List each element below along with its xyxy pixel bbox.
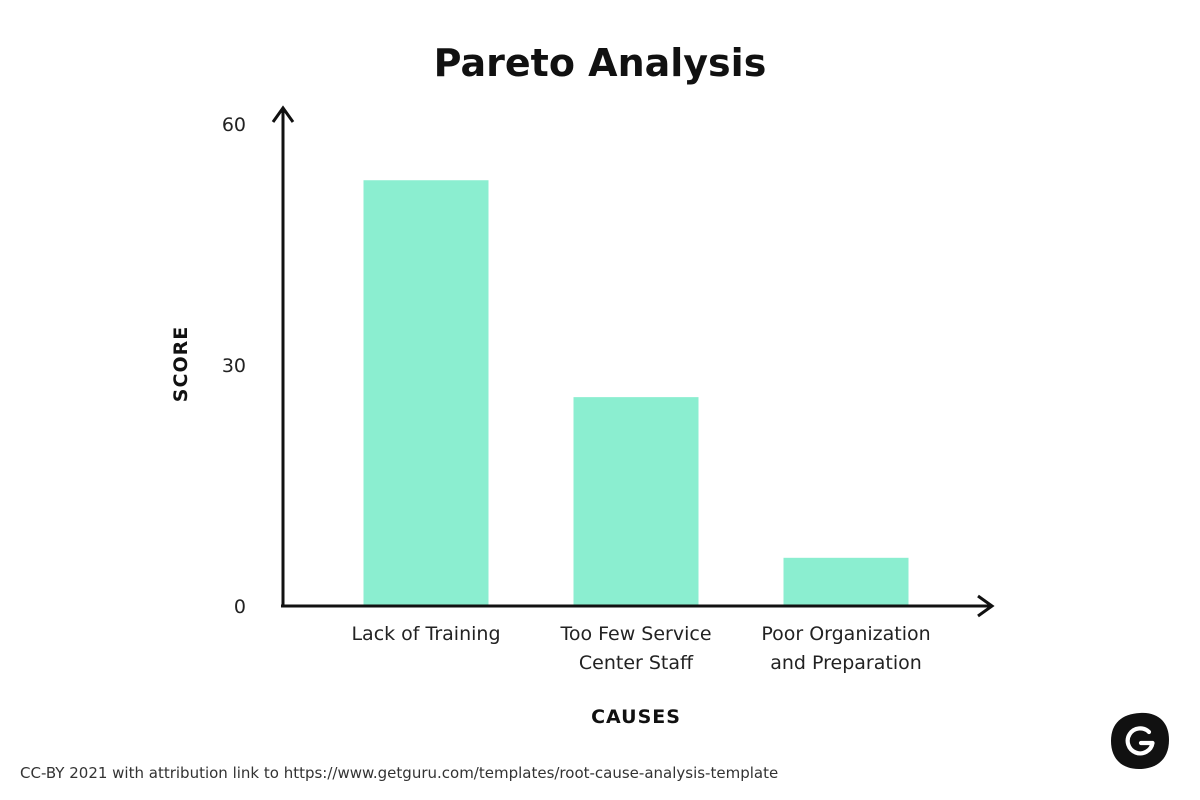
y-tick-label-2: 60 xyxy=(222,114,246,136)
bars-layer xyxy=(363,180,909,606)
attribution-footer: CC-BY 2021 with attribution link to http… xyxy=(20,764,779,782)
category-label-0: Lack of Training xyxy=(351,623,500,645)
y-ticks-layer: 0 30 60 xyxy=(222,114,246,618)
guru-logo-icon xyxy=(1111,712,1169,769)
x-axis-title: CAUSES xyxy=(591,706,681,728)
category-labels-layer: Lack of Training Too Few Service Center St… xyxy=(351,623,930,674)
x-axis-arrow xyxy=(977,594,995,618)
category-label-1: Too Few Service Center Staff xyxy=(559,623,711,674)
bar-1 xyxy=(573,397,699,606)
axes-layer xyxy=(271,105,995,618)
chart-title: Pareto Analysis xyxy=(434,41,767,85)
y-axis-title: SCORE xyxy=(170,326,192,402)
y-axis-arrow xyxy=(271,105,295,123)
category-label-2: Poor Organization and Preparation xyxy=(761,623,930,674)
y-tick-label-0: 0 xyxy=(234,596,246,618)
bar-0 xyxy=(363,180,489,606)
y-tick-label-1: 30 xyxy=(222,355,246,377)
bar-2 xyxy=(783,557,909,606)
